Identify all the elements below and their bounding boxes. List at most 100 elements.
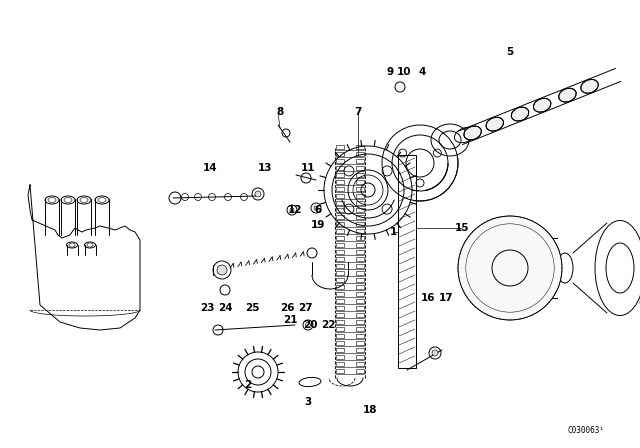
Bar bbox=[336, 292, 344, 296]
Bar bbox=[356, 341, 364, 345]
Bar bbox=[336, 271, 344, 275]
Text: 19: 19 bbox=[311, 220, 325, 230]
Bar bbox=[356, 145, 364, 149]
Circle shape bbox=[217, 265, 227, 275]
Text: 6: 6 bbox=[314, 205, 322, 215]
Text: 12: 12 bbox=[288, 205, 302, 215]
Ellipse shape bbox=[464, 126, 481, 140]
Bar bbox=[336, 145, 344, 149]
Text: 25: 25 bbox=[244, 303, 259, 313]
Bar bbox=[336, 285, 344, 289]
Bar bbox=[356, 271, 364, 275]
Text: 18: 18 bbox=[363, 405, 377, 415]
Bar bbox=[336, 187, 344, 191]
Bar bbox=[336, 306, 344, 310]
Text: 8: 8 bbox=[276, 107, 284, 117]
Bar bbox=[356, 243, 364, 247]
Bar bbox=[336, 152, 344, 156]
Text: 24: 24 bbox=[218, 303, 232, 313]
Bar bbox=[356, 306, 364, 310]
Text: 21: 21 bbox=[283, 315, 297, 325]
Text: 14: 14 bbox=[203, 163, 218, 173]
Bar bbox=[356, 320, 364, 324]
Ellipse shape bbox=[529, 257, 541, 279]
Bar bbox=[356, 180, 364, 184]
Bar bbox=[356, 194, 364, 198]
Circle shape bbox=[290, 208, 294, 212]
Bar bbox=[336, 264, 344, 268]
Text: 9: 9 bbox=[387, 67, 394, 77]
Bar bbox=[356, 187, 364, 191]
Bar bbox=[356, 236, 364, 240]
Bar bbox=[356, 159, 364, 163]
Bar bbox=[356, 299, 364, 303]
Text: 15: 15 bbox=[455, 223, 469, 233]
Text: 26: 26 bbox=[280, 303, 294, 313]
Bar bbox=[336, 348, 344, 352]
Bar bbox=[356, 201, 364, 205]
Bar bbox=[356, 264, 364, 268]
Bar bbox=[336, 257, 344, 261]
Ellipse shape bbox=[486, 117, 504, 131]
Bar bbox=[336, 369, 344, 373]
Bar bbox=[356, 292, 364, 296]
Text: 10: 10 bbox=[397, 67, 412, 77]
Bar bbox=[356, 285, 364, 289]
Bar bbox=[356, 313, 364, 317]
Bar bbox=[356, 208, 364, 212]
Bar bbox=[356, 278, 364, 282]
Bar bbox=[336, 313, 344, 317]
Bar bbox=[336, 159, 344, 163]
Text: 7: 7 bbox=[355, 107, 362, 117]
Bar bbox=[336, 166, 344, 170]
Circle shape bbox=[255, 191, 261, 197]
Bar bbox=[356, 334, 364, 338]
Bar bbox=[336, 243, 344, 247]
Bar bbox=[356, 229, 364, 233]
Bar bbox=[336, 222, 344, 226]
Bar bbox=[356, 257, 364, 261]
Text: 1: 1 bbox=[389, 227, 397, 237]
Bar bbox=[356, 166, 364, 170]
Bar bbox=[356, 173, 364, 177]
Bar bbox=[356, 355, 364, 359]
Bar bbox=[336, 299, 344, 303]
Ellipse shape bbox=[511, 107, 529, 121]
Bar bbox=[356, 250, 364, 254]
Text: 4: 4 bbox=[419, 67, 426, 77]
Text: 3: 3 bbox=[305, 397, 312, 407]
Text: 23: 23 bbox=[200, 303, 214, 313]
Ellipse shape bbox=[581, 79, 598, 93]
Bar bbox=[336, 229, 344, 233]
Text: 20: 20 bbox=[303, 320, 317, 330]
Text: C030063¹: C030063¹ bbox=[568, 426, 605, 435]
Ellipse shape bbox=[534, 99, 551, 112]
Text: 11: 11 bbox=[301, 163, 316, 173]
Bar bbox=[356, 327, 364, 331]
Bar bbox=[336, 215, 344, 219]
Ellipse shape bbox=[559, 88, 576, 102]
Bar bbox=[336, 278, 344, 282]
Bar bbox=[356, 369, 364, 373]
Bar bbox=[336, 194, 344, 198]
Bar bbox=[336, 362, 344, 366]
Bar bbox=[336, 250, 344, 254]
Text: 16: 16 bbox=[420, 293, 435, 303]
Bar bbox=[336, 355, 344, 359]
Bar bbox=[336, 327, 344, 331]
Bar bbox=[356, 348, 364, 352]
Bar bbox=[336, 173, 344, 177]
Bar bbox=[336, 236, 344, 240]
Bar bbox=[336, 320, 344, 324]
Bar bbox=[398, 155, 416, 368]
Bar bbox=[356, 362, 364, 366]
Bar bbox=[336, 341, 344, 345]
Bar bbox=[336, 334, 344, 338]
Circle shape bbox=[458, 216, 562, 320]
Text: 27: 27 bbox=[298, 303, 312, 313]
Circle shape bbox=[314, 206, 318, 210]
Text: 5: 5 bbox=[506, 47, 514, 57]
Circle shape bbox=[432, 350, 438, 356]
Bar bbox=[356, 222, 364, 226]
Bar bbox=[336, 180, 344, 184]
